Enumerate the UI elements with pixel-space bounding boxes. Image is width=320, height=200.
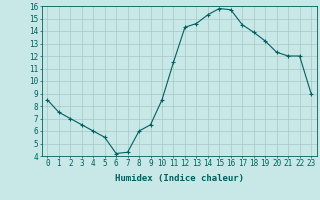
- X-axis label: Humidex (Indice chaleur): Humidex (Indice chaleur): [115, 174, 244, 183]
